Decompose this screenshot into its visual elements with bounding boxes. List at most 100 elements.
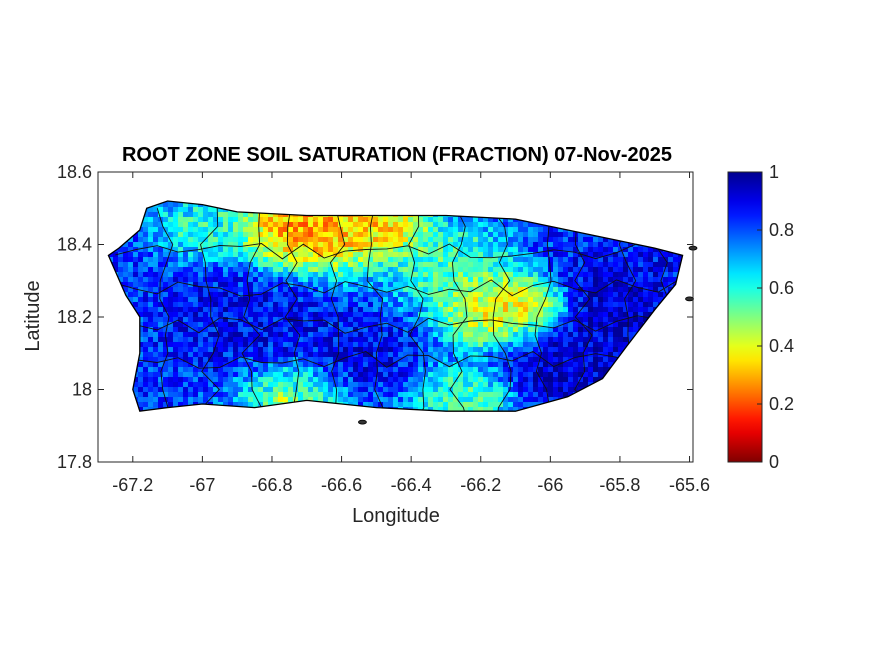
saturation-cell xyxy=(298,332,304,338)
saturation-cell xyxy=(588,322,594,328)
saturation-cell xyxy=(533,232,539,238)
saturation-cell xyxy=(633,282,639,288)
saturation-cell xyxy=(333,352,339,358)
saturation-cell xyxy=(318,257,324,263)
saturation-cell xyxy=(163,242,169,248)
saturation-cell xyxy=(393,332,399,338)
saturation-cell xyxy=(613,287,619,293)
saturation-cell xyxy=(463,342,469,348)
saturation-cell xyxy=(323,342,329,348)
saturation-cell xyxy=(308,287,314,293)
saturation-cell xyxy=(398,347,404,353)
saturation-cell xyxy=(448,292,454,298)
saturation-cell xyxy=(258,277,264,283)
saturation-cell xyxy=(408,267,414,273)
saturation-cell xyxy=(588,337,594,343)
saturation-cell xyxy=(333,322,339,328)
saturation-cell xyxy=(498,237,504,243)
saturation-cell xyxy=(213,282,219,288)
saturation-cell xyxy=(328,372,334,378)
saturation-cell xyxy=(208,292,214,298)
saturation-cell xyxy=(148,312,154,318)
saturation-cell xyxy=(258,297,264,303)
saturation-cell xyxy=(343,307,349,313)
saturation-cell xyxy=(258,322,264,328)
saturation-cell xyxy=(578,302,584,308)
saturation-cell xyxy=(428,352,434,358)
saturation-cell xyxy=(378,227,384,233)
saturation-cell xyxy=(593,312,599,318)
saturation-cell xyxy=(508,272,514,278)
saturation-cell xyxy=(463,362,469,368)
saturation-cell xyxy=(448,372,454,378)
saturation-cell xyxy=(538,267,544,273)
saturation-cell xyxy=(478,282,484,288)
saturation-cell xyxy=(603,237,609,243)
saturation-cell xyxy=(288,282,294,288)
saturation-cell xyxy=(308,362,314,368)
saturation-cell xyxy=(173,312,179,318)
saturation-cell xyxy=(288,247,294,253)
saturation-cell xyxy=(488,307,494,313)
saturation-cell xyxy=(513,287,519,293)
saturation-cell xyxy=(263,252,269,258)
saturation-cell xyxy=(328,342,334,348)
saturation-cell xyxy=(628,317,634,323)
saturation-cell xyxy=(403,302,409,308)
saturation-cell xyxy=(158,212,164,218)
saturation-cell xyxy=(533,302,539,308)
saturation-cell xyxy=(503,372,509,378)
saturation-cell xyxy=(258,232,264,238)
saturation-cell xyxy=(618,342,624,348)
saturation-cell xyxy=(443,272,449,278)
saturation-cell xyxy=(268,237,274,243)
saturation-cell xyxy=(508,342,514,348)
saturation-cell xyxy=(223,332,229,338)
saturation-cell xyxy=(573,247,579,253)
saturation-cell xyxy=(558,327,564,333)
saturation-cell xyxy=(468,262,474,268)
saturation-cell xyxy=(418,267,424,273)
saturation-cell xyxy=(168,242,174,248)
saturation-cell xyxy=(338,262,344,268)
saturation-cell xyxy=(308,282,314,288)
saturation-cell xyxy=(658,287,664,293)
saturation-cell xyxy=(448,367,454,373)
saturation-cell xyxy=(348,227,354,233)
saturation-cell xyxy=(383,262,389,268)
saturation-cell xyxy=(283,367,289,373)
saturation-cell xyxy=(538,257,544,263)
saturation-cell xyxy=(438,222,444,228)
saturation-cell xyxy=(213,367,219,373)
saturation-cell xyxy=(578,332,584,338)
saturation-cell xyxy=(318,297,324,303)
saturation-cell xyxy=(543,332,549,338)
saturation-cell xyxy=(198,322,204,328)
saturation-cell xyxy=(423,327,429,333)
saturation-cell xyxy=(153,362,159,368)
saturation-cell xyxy=(513,232,519,238)
saturation-cell xyxy=(248,257,254,263)
saturation-cell xyxy=(168,252,174,258)
saturation-cell xyxy=(158,237,164,243)
saturation-cell xyxy=(598,247,604,253)
saturation-cell xyxy=(303,262,309,268)
saturation-cell xyxy=(318,287,324,293)
saturation-cell xyxy=(248,317,254,323)
saturation-cell xyxy=(383,252,389,258)
saturation-cell xyxy=(168,217,174,223)
saturation-cell xyxy=(523,337,529,343)
saturation-cell xyxy=(488,347,494,353)
saturation-cell xyxy=(273,287,279,293)
saturation-cell xyxy=(313,332,319,338)
saturation-cell xyxy=(573,337,579,343)
saturation-cell xyxy=(288,222,294,228)
saturation-cell xyxy=(323,332,329,338)
saturation-cell xyxy=(543,317,549,323)
saturation-cell xyxy=(268,312,274,318)
saturation-cell xyxy=(243,252,249,258)
saturation-cell xyxy=(453,317,459,323)
saturation-cell xyxy=(173,372,179,378)
saturation-cell xyxy=(243,352,249,358)
saturation-cell xyxy=(338,332,344,338)
